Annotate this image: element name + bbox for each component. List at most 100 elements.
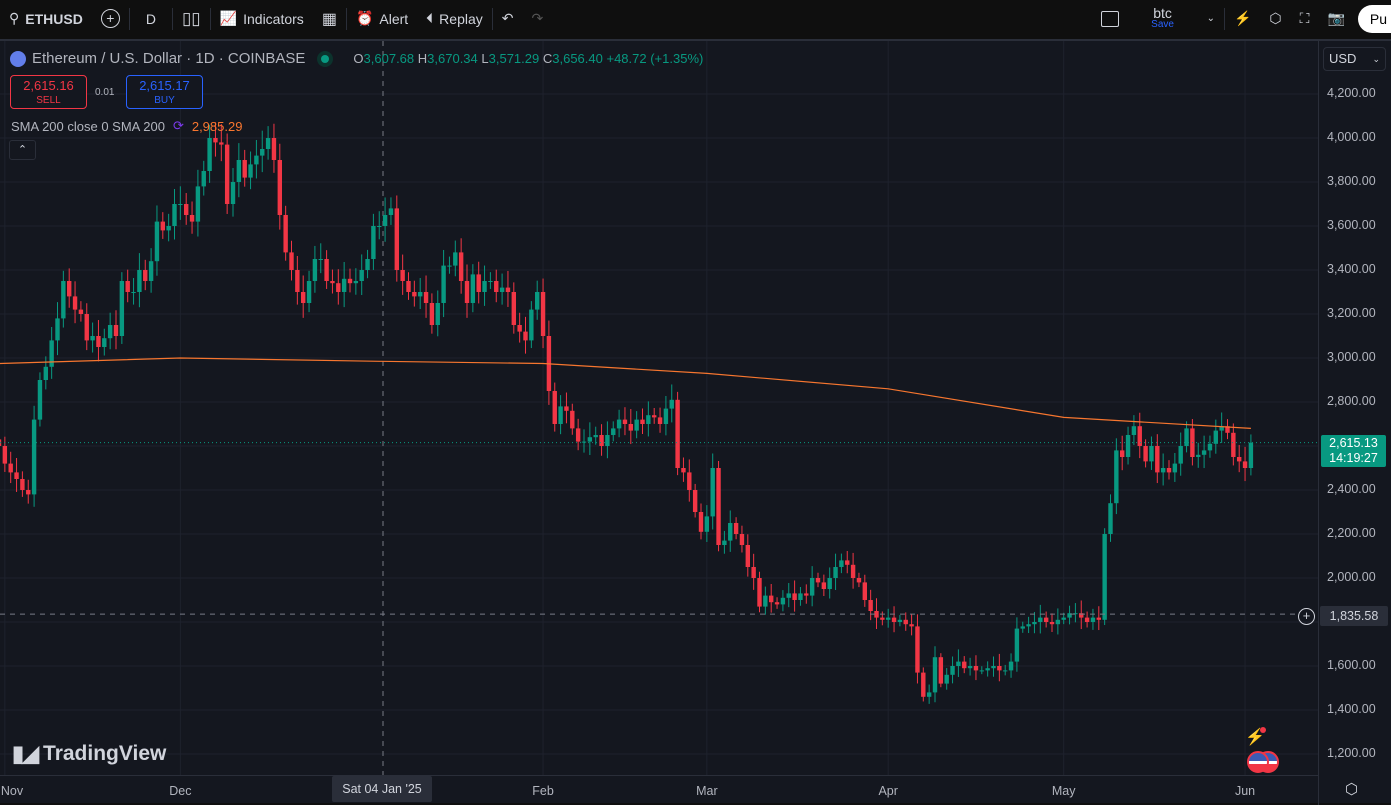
candle-body <box>289 252 294 270</box>
candle-body <box>733 523 739 534</box>
indicators-button[interactable]: 📈 Indicators <box>211 0 313 37</box>
low-value: 3,571.29 <box>488 51 540 66</box>
countdown-value: 14:19:27 <box>1329 451 1378 465</box>
candle-body <box>593 435 598 438</box>
price-tick: 3,400.00 <box>1327 262 1376 276</box>
candle-body <box>78 309 84 314</box>
grid-icon: ▦ <box>321 10 337 28</box>
currency-select[interactable]: USD ⌄ <box>1323 47 1386 71</box>
candle-body <box>1149 446 1154 462</box>
candle-body <box>1073 613 1078 615</box>
us-flag-events-icon[interactable] <box>1247 751 1283 773</box>
fullscreen-button[interactable]: ⛶ <box>1291 0 1319 37</box>
crosshair-add-button[interactable]: + <box>1298 608 1315 625</box>
candle-body <box>1084 617 1090 622</box>
candle-body <box>394 208 399 270</box>
price-tick: 2,200.00 <box>1327 526 1376 540</box>
time-axis[interactable]: Nov Dec Feb Mar Apr May Jun Sat 04 Jan '25 <box>0 775 1318 805</box>
alert-label: Alert <box>379 10 409 27</box>
candle-body <box>1055 619 1061 625</box>
crosshair-date-label: Sat 04 Jan '25 <box>332 776 432 802</box>
candle-body <box>809 578 815 596</box>
candle-body <box>681 468 686 473</box>
candle-body <box>1172 463 1178 473</box>
publish-button[interactable]: Pu <box>1357 4 1391 33</box>
candle-body <box>570 410 575 429</box>
price-tick: 1,400.00 <box>1327 702 1376 716</box>
quick-search-button[interactable]: ⚡ <box>1225 0 1260 37</box>
symbol-label: ETHUSD <box>25 10 83 27</box>
candle-body <box>371 226 376 259</box>
sell-button[interactable]: 2,615.16 SELL <box>10 75 87 109</box>
settings-button[interactable]: ⬡ <box>1260 0 1290 37</box>
ai-assistant-icon[interactable]: ⚡ <box>1245 727 1266 746</box>
interval-button[interactable]: D <box>145 10 156 27</box>
ethereum-icon <box>10 50 26 67</box>
candle-body <box>207 138 212 171</box>
candle-body <box>1213 430 1218 444</box>
candle-body <box>265 138 271 149</box>
candle-body <box>850 564 856 578</box>
time-tick: Dec <box>169 784 192 798</box>
tv-logo-icon: ▮◢ <box>12 741 39 766</box>
candle-body <box>622 419 628 424</box>
buy-button[interactable]: 2,615.17 BUY <box>126 75 203 109</box>
symbol-search[interactable]: ⚲ ETHUSD <box>0 0 92 37</box>
candle-body <box>49 340 54 367</box>
candle-body <box>61 281 66 319</box>
candle-body <box>213 138 218 143</box>
candle-body <box>20 479 25 490</box>
layout-save-menu[interactable]: btc Save <box>1128 0 1198 37</box>
candle-body <box>470 274 476 303</box>
open-value: 3,607.68 <box>363 51 415 66</box>
redo-button[interactable]: ↷ <box>523 0 553 37</box>
candle-body <box>821 582 827 589</box>
candle-body <box>757 578 762 607</box>
replay-button[interactable]: ⏴ Replay <box>417 0 492 37</box>
chart-type-button[interactable]: ▯▯ <box>173 0 210 37</box>
candle-body <box>739 534 745 545</box>
sma-legend[interactable]: SMA 200 close 0 SMA 200 ⟳ 2,985.29 <box>11 118 242 134</box>
plot-pane[interactable]: Ethereum / U.S. Dollar · 1D · COINBASE O… <box>0 41 1318 775</box>
chart-area[interactable]: Ethereum / U.S. Dollar · 1D · COINBASE O… <box>0 39 1391 805</box>
redo-icon: ↷ <box>531 10 544 26</box>
candle-body <box>581 441 587 443</box>
chevron-down-icon: ⌄ <box>1206 13 1215 24</box>
snapshot-button[interactable]: 📷 <box>1318 0 1353 37</box>
price-tick: 2,000.00 <box>1327 570 1376 584</box>
candle-body <box>260 149 265 156</box>
candle-body <box>985 668 990 671</box>
candle-body <box>517 325 522 332</box>
layout-dropdown[interactable]: ⌄ <box>1198 0 1224 37</box>
sma-label: SMA 200 close 0 SMA 200 <box>11 118 165 134</box>
candle-body <box>640 419 645 424</box>
candle-body <box>1184 428 1189 446</box>
alert-button[interactable]: ⏰ Alert <box>347 0 417 37</box>
currency-label: USD <box>1329 51 1357 66</box>
candle-body <box>558 406 563 424</box>
candlestick-chart[interactable] <box>0 41 1318 775</box>
tradingview-logo[interactable]: ▮◢ TradingView <box>12 741 166 767</box>
candle-body <box>891 617 897 622</box>
candle-body <box>599 435 604 446</box>
price-axis[interactable]: USD ⌄ 4,200.00 4,000.00 3,800.00 3,600.00 3,4… <box>1318 41 1391 805</box>
axis-settings-button[interactable]: ⬡ <box>1345 781 1359 798</box>
plus-circle-icon: + <box>100 9 120 28</box>
templates-button[interactable]: ▦ <box>313 0 346 37</box>
candle-body <box>1207 443 1213 451</box>
divider <box>345 7 347 30</box>
candle-body <box>646 415 651 424</box>
candle-body <box>628 424 633 431</box>
compare-symbol-button[interactable]: + <box>92 0 129 37</box>
undo-button[interactable]: ↶ <box>493 0 523 37</box>
candle-body <box>330 281 335 284</box>
layout-toggle-button[interactable] <box>1092 0 1128 37</box>
candle-body <box>453 252 458 266</box>
candle-body <box>1026 624 1031 627</box>
candle-body <box>511 292 516 325</box>
top-toolbar: ⚲ ETHUSD + D ▯▯ 📈 Indicators ▦ ⏰ Alert ⏴ Rep… <box>0 0 1391 37</box>
collapse-legend-button[interactable]: ⌃ <box>9 140 36 160</box>
candle-body <box>418 292 423 297</box>
candle-body <box>1155 446 1160 473</box>
candle-body <box>1242 461 1248 468</box>
